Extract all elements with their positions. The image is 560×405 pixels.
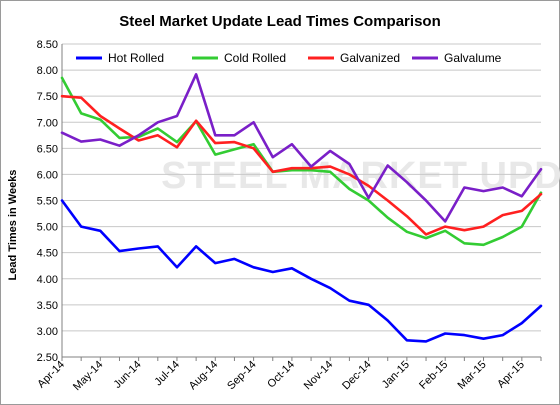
- y-tick-label: 8.00: [37, 65, 58, 77]
- x-tick-label: Feb-15: [417, 359, 450, 392]
- legend-label: Galvanized: [340, 51, 400, 65]
- y-tick-label: 5.50: [37, 196, 58, 208]
- y-tick-label: 3.00: [37, 326, 58, 338]
- y-tick-label: 4.50: [37, 248, 58, 260]
- y-tick-label: 4.00: [37, 274, 58, 286]
- series-line-cold-rolled: [60, 76, 543, 247]
- x-tick-label: Mar-15: [456, 359, 489, 392]
- x-tick-label: Sep-14: [225, 359, 259, 393]
- x-tick-label: May-14: [71, 359, 105, 393]
- y-axis-label: Lead Times in Weeks: [7, 170, 19, 281]
- series-line-hot-rolled: [60, 199, 543, 343]
- y-tick-label: 6.00: [37, 169, 58, 181]
- y-tick-label: 7.50: [37, 91, 58, 103]
- y-tick-label: 3.50: [37, 300, 58, 312]
- x-tick-label: Oct-14: [265, 359, 297, 391]
- y-tick-label: 7.00: [37, 117, 58, 129]
- chart-title: Steel Market Update Lead Times Compariso…: [119, 13, 440, 30]
- x-tick-label: Jul-14: [152, 359, 182, 389]
- y-tick-label: 2.50: [37, 352, 58, 364]
- x-tick-label: Aug-14: [187, 359, 221, 393]
- y-tick-label: 5.00: [37, 222, 58, 234]
- x-tick-label: Dec-14: [340, 359, 374, 393]
- series-line-galvanized: [60, 94, 543, 236]
- legend-label: Cold Rolled: [224, 51, 286, 65]
- y-tick-label: 6.50: [37, 143, 58, 155]
- legend-label: Galvalume: [444, 51, 502, 65]
- series-line-galvalume: [60, 73, 543, 223]
- x-tick-label: Jan-15: [380, 359, 412, 391]
- x-tick-label: Jun-14: [111, 359, 143, 391]
- legend-label: Hot Rolled: [108, 51, 164, 65]
- y-tick-label: 8.50: [37, 39, 58, 51]
- watermark-text: STEEL MARKET UPDATE: [161, 155, 560, 197]
- x-tick-label: Apr-15: [495, 359, 527, 391]
- x-tick-label: Nov-14: [302, 359, 336, 393]
